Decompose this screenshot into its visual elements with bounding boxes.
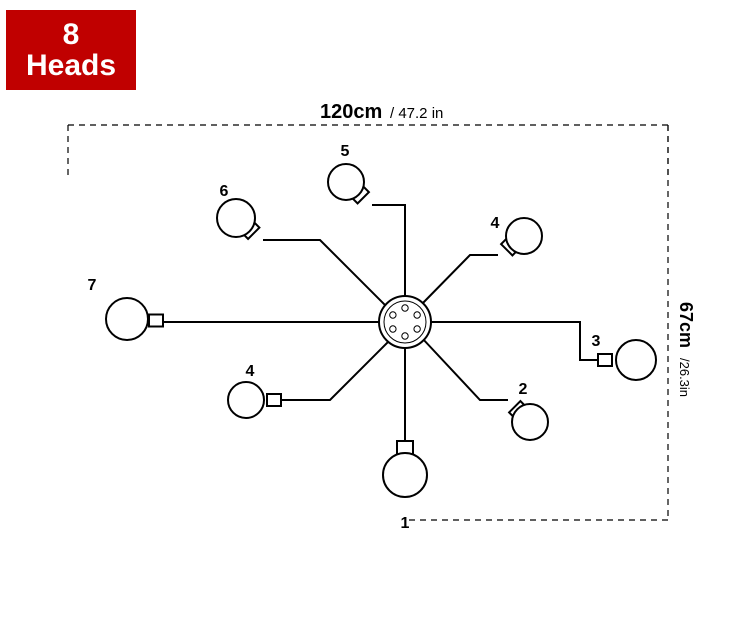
dim-right-label: 67cm bbox=[676, 302, 696, 348]
arm-line bbox=[420, 255, 498, 306]
bulb-icon bbox=[512, 404, 548, 440]
arm-4r: 4 bbox=[420, 215, 542, 306]
bulb-icon bbox=[616, 340, 656, 380]
bulb-icon bbox=[328, 164, 364, 200]
hub-bolt bbox=[402, 305, 408, 311]
bulb-icon bbox=[228, 382, 264, 418]
socket bbox=[598, 354, 612, 366]
bulb-icon bbox=[106, 298, 148, 340]
hub-bolt bbox=[414, 312, 420, 318]
arm-line bbox=[272, 340, 390, 400]
arm-label: 7 bbox=[88, 277, 97, 294]
socket bbox=[267, 394, 281, 406]
arm-4l: 4 bbox=[228, 340, 390, 418]
hub-bolt bbox=[390, 326, 396, 332]
hub-bolt bbox=[414, 326, 420, 332]
arm-line bbox=[428, 322, 608, 360]
arm-label: 3 bbox=[592, 333, 601, 350]
diagram-svg: 120cm / 47.2 in 67cm /26.3in 1 2 3 4 5 6 7 4 bbox=[0, 0, 750, 620]
arm-5: 5 bbox=[328, 143, 405, 299]
hub bbox=[379, 296, 431, 348]
arm-6: 6 bbox=[217, 183, 388, 308]
bulb-icon bbox=[506, 218, 542, 254]
arm-label: 6 bbox=[220, 183, 229, 200]
arm-label: 4 bbox=[246, 363, 255, 380]
arm-label: 2 bbox=[519, 381, 528, 398]
dim-right-label-sub: /26.3in bbox=[677, 358, 692, 397]
dim-top-label-sub: / 47.2 in bbox=[390, 105, 443, 122]
arm-3: 3 bbox=[428, 322, 656, 380]
arm-line bbox=[263, 240, 388, 308]
arm-1: 1 bbox=[383, 345, 427, 532]
arm-line bbox=[422, 338, 508, 400]
bulb-icon bbox=[383, 453, 427, 497]
arm-2: 2 bbox=[422, 338, 548, 440]
arm-7: 7 bbox=[88, 277, 382, 340]
dim-top-label: 120cm bbox=[320, 101, 382, 123]
arm-label: 5 bbox=[341, 143, 350, 160]
arm-label: 1 bbox=[401, 515, 410, 532]
socket bbox=[149, 315, 163, 327]
arm-label: 4 bbox=[491, 215, 500, 232]
arm-line bbox=[372, 205, 405, 299]
hub-bolt bbox=[402, 333, 408, 339]
bulb-icon bbox=[217, 199, 255, 237]
hub-bolt bbox=[390, 312, 396, 318]
